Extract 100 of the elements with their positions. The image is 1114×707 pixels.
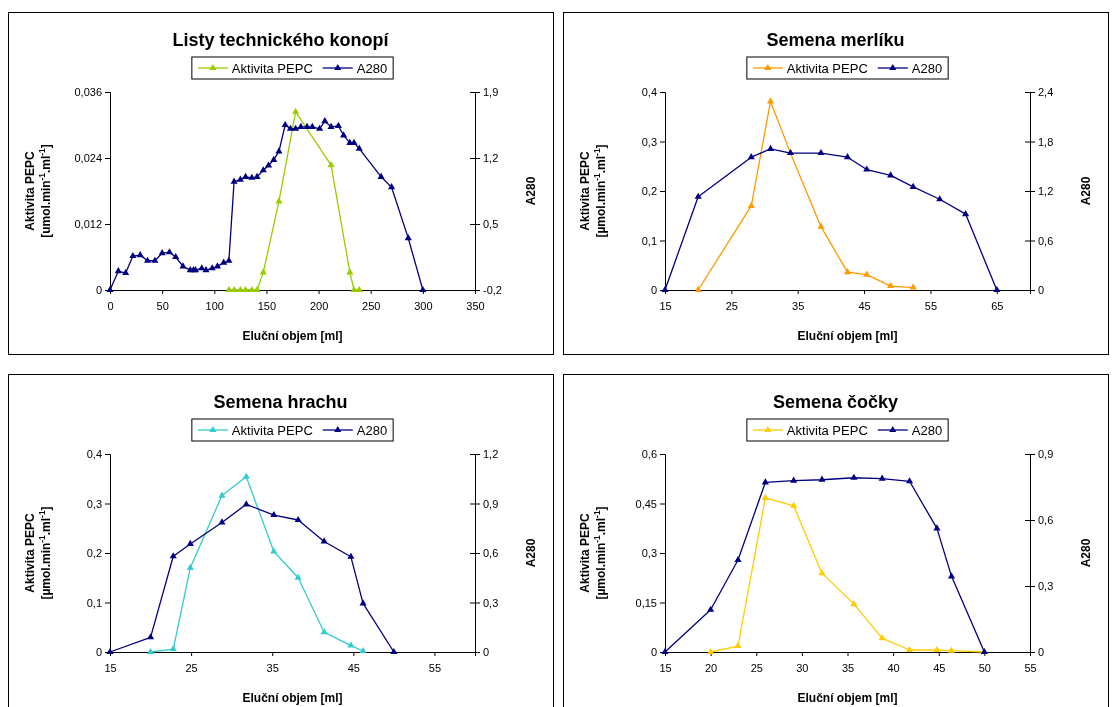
- point: [850, 600, 858, 607]
- point: [259, 166, 267, 173]
- point: [294, 573, 302, 580]
- point: [297, 122, 305, 129]
- y-tick-label: 0,6: [641, 448, 657, 461]
- y-tick-label: 0,2: [641, 185, 657, 198]
- point: [707, 647, 715, 655]
- point: [347, 641, 355, 648]
- x-tick-label: 100: [205, 300, 224, 313]
- point: [887, 281, 895, 289]
- y2-axis-title: A280: [1079, 538, 1094, 568]
- point: [230, 285, 238, 293]
- x-tick-label: 45: [347, 662, 360, 675]
- point: [863, 165, 871, 172]
- point: [270, 155, 278, 162]
- x-tick-label: 35: [792, 300, 805, 313]
- point: [962, 209, 970, 217]
- point: [761, 493, 769, 500]
- y-tick-label: 0,036: [74, 86, 102, 99]
- y-tick-label: 0,024: [74, 152, 102, 165]
- point: [242, 472, 250, 479]
- point: [253, 172, 261, 179]
- point: [661, 647, 669, 655]
- point: [327, 161, 335, 168]
- point: [106, 647, 114, 655]
- point: [766, 97, 775, 104]
- point: [818, 475, 826, 482]
- y2-tick-label: 2,4: [1038, 86, 1054, 99]
- point: [292, 124, 300, 131]
- point: [334, 121, 342, 128]
- y2-axis-title: A280: [524, 176, 539, 206]
- x-axis-title: Eluční objem [ml]: [797, 329, 898, 343]
- point: [734, 555, 742, 563]
- y2-tick-label: 0,5: [483, 218, 499, 231]
- y2-tick-label: 0,3: [483, 596, 499, 609]
- point: [186, 563, 194, 570]
- y-tick-label: 0,1: [641, 234, 657, 247]
- point: [151, 256, 159, 263]
- legend-label: A280: [356, 60, 388, 76]
- point: [878, 634, 886, 641]
- point: [242, 172, 250, 179]
- point: [661, 285, 669, 293]
- x-tick-label: 15: [104, 662, 117, 675]
- point: [236, 175, 244, 182]
- y-tick-label: 0: [650, 646, 657, 659]
- y-tick-label: 0,4: [86, 448, 102, 461]
- y-tick-label: 0,1: [86, 596, 102, 609]
- y-tick-label: 0,3: [641, 135, 657, 148]
- point: [208, 264, 216, 271]
- point: [308, 122, 316, 129]
- x-tick-label: 55: [1024, 662, 1037, 675]
- point: [264, 161, 273, 168]
- point: [747, 201, 755, 208]
- chart-title: Semena hrachu: [213, 392, 348, 412]
- point: [355, 285, 363, 293]
- point: [817, 222, 825, 229]
- y2-tick-label: 0: [1038, 284, 1045, 297]
- point: [303, 122, 311, 129]
- y2-tick-label: 1,2: [483, 152, 499, 165]
- point: [286, 124, 294, 131]
- point: [878, 474, 886, 481]
- point: [350, 285, 358, 293]
- y2-axis-title: A280: [1079, 176, 1094, 206]
- point: [761, 478, 769, 485]
- legend-label: A280: [911, 60, 943, 76]
- y-tick-label: 0: [95, 646, 102, 659]
- point: [905, 645, 914, 653]
- chart-title: Semena čočky: [772, 392, 899, 412]
- y-tick-label: 0,3: [86, 497, 102, 510]
- point: [186, 539, 194, 546]
- point: [377, 172, 385, 179]
- point: [320, 628, 328, 635]
- point: [404, 234, 412, 241]
- point: [850, 473, 858, 480]
- x-tick-label: 300: [414, 300, 433, 313]
- point: [242, 285, 250, 293]
- y2-tick-label: 0,6: [1038, 514, 1054, 527]
- point: [909, 283, 917, 290]
- y2-tick-label: 0: [1038, 646, 1045, 659]
- point: [347, 552, 355, 559]
- point: [136, 251, 144, 258]
- point: [863, 270, 871, 277]
- point: [359, 646, 367, 654]
- point: [766, 144, 775, 151]
- y-tick-label: 0: [95, 284, 102, 297]
- y2-tick-label: -0,2: [483, 284, 502, 297]
- x-tick-label: 25: [185, 662, 198, 675]
- point: [281, 120, 289, 128]
- point: [316, 124, 324, 131]
- point: [220, 258, 228, 265]
- x-tick-label: 250: [362, 300, 381, 313]
- point: [321, 117, 329, 124]
- x-tick-label: 25: [725, 300, 738, 313]
- point: [843, 268, 852, 275]
- y-tick-label: 0,3: [641, 547, 657, 560]
- y2-tick-label: 0,3: [1038, 580, 1054, 593]
- point: [390, 647, 398, 655]
- point: [947, 572, 956, 579]
- point: [165, 248, 174, 255]
- point: [292, 107, 300, 114]
